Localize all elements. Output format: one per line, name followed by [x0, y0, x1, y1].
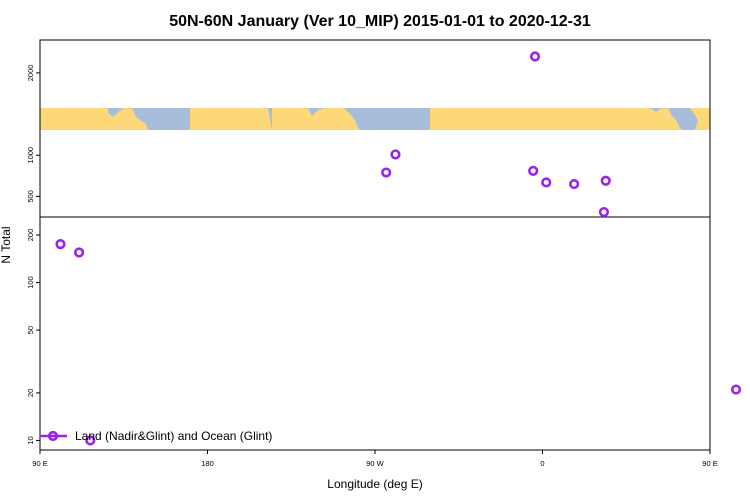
map-land-far-east: [690, 108, 710, 130]
data-point: [381, 167, 392, 178]
map-land-canada: [272, 108, 360, 130]
upper-y-axis: 500 1000 2000: [26, 65, 40, 203]
y-tick-label: 200: [26, 229, 35, 242]
data-point: [390, 149, 401, 160]
map-strip: [40, 108, 710, 130]
map-land-eurasia: [40, 108, 148, 130]
upper-panel-points: [381, 51, 611, 218]
data-point: [529, 51, 541, 62]
y-tick-label: 500: [26, 190, 35, 203]
lower-y-axis: 10 20 50 100 200: [26, 229, 40, 445]
x-tick-label: 0: [540, 459, 544, 468]
chart-title: 50N-60N January (Ver 10_MIP) 2015-01-01 …: [169, 13, 591, 30]
y-axis-label: N Total: [0, 226, 13, 263]
legend-marker: [47, 430, 59, 442]
y-tick-label: 20: [26, 389, 35, 397]
y-tick-label: 100: [26, 276, 35, 289]
y-tick-label: 50: [26, 326, 35, 334]
x-tick-label: 180: [201, 459, 214, 468]
map-land: [40, 108, 710, 130]
x-axis-label: Longitude (deg E): [327, 477, 422, 491]
map-land-alaska: [190, 108, 272, 130]
x-tick-label: 90 E: [702, 459, 717, 468]
legend-label: Land (Nadir&Glint) and Ocean (Glint): [75, 429, 272, 443]
data-point: [569, 178, 580, 190]
x-tick-label: 90 W: [366, 459, 384, 468]
y-tick-label: 10: [26, 436, 35, 444]
data-point: [730, 384, 742, 395]
data-point: [598, 206, 610, 218]
map-land-europe: [430, 108, 682, 130]
data-point: [600, 175, 611, 186]
y-tick-label: 2000: [26, 65, 35, 82]
plot-frame: [39, 39, 711, 451]
lower-panel-points: [55, 239, 742, 446]
data-point: [85, 435, 96, 446]
x-tick-label: 90 E: [32, 459, 47, 468]
data-point: [541, 177, 552, 188]
data-point: [528, 165, 539, 176]
y-tick-label: 1000: [26, 147, 35, 164]
data-point: [73, 247, 85, 258]
data-point: [55, 239, 66, 250]
legend: Land (Nadir&Glint) and Ocean (Glint): [40, 429, 272, 443]
